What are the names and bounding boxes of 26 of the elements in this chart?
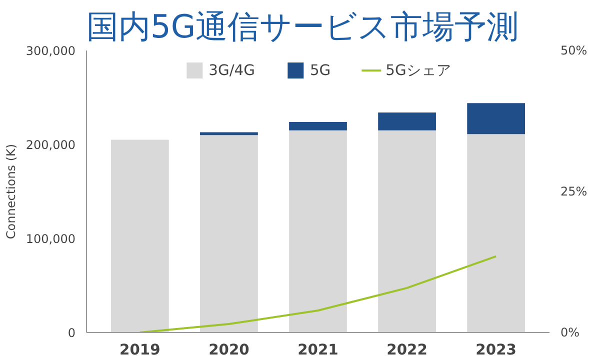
chart-title: 国内5G通信サービス市場予測: [86, 8, 519, 46]
y-tick-label: 100,000: [26, 232, 76, 246]
x-tick-label: 2019: [120, 342, 160, 357]
bar: [378, 130, 436, 332]
x-tick-label: 2023: [476, 342, 516, 357]
bar: [200, 135, 258, 332]
x-tick-label: 2020: [208, 342, 250, 357]
y2-tick-label: 50%: [560, 44, 588, 58]
y2-tick-label: 0%: [560, 326, 580, 340]
y-tick-label: 0: [68, 326, 76, 340]
bar: [378, 112, 436, 130]
bar: [467, 134, 526, 332]
legend-label: 5G: [310, 62, 331, 78]
y-tick-label: 200,000: [26, 138, 76, 152]
y-axis-title: Connections (K): [4, 144, 18, 240]
bar: [110, 140, 169, 332]
x-tick-label: 2021: [298, 342, 338, 357]
legend-label: 5Gシェア: [386, 60, 452, 80]
bar: [467, 103, 526, 134]
x-tick-label: 2022: [386, 342, 428, 357]
y-tick-label: 300,000: [26, 44, 76, 58]
line-series: [138, 255, 498, 332]
y2-tick-label: 25%: [560, 184, 588, 198]
bar: [289, 122, 347, 130]
bar: [289, 130, 347, 332]
legend-label: 3G/4G: [208, 62, 255, 78]
